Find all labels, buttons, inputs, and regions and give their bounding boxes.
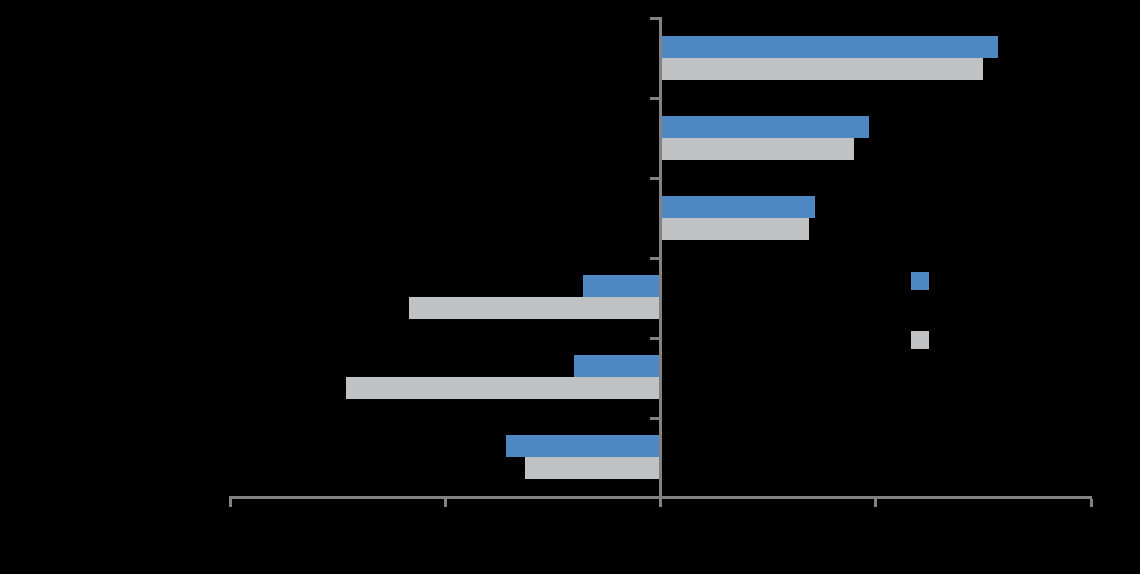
- x-axis-tick: [228, 499, 232, 507]
- legend-swatch-gray: [911, 331, 929, 349]
- y-axis-tick: [650, 337, 659, 340]
- bar-group-5-series-blue: [574, 355, 661, 378]
- legend-swatch-blue: [911, 272, 929, 290]
- bar-group-2-series-blue: [660, 115, 870, 138]
- bar-group-6-series-blue: [505, 435, 661, 458]
- y-axis-tick: [650, 177, 659, 180]
- x-axis-line: [229, 496, 1092, 499]
- x-axis-tick: [1089, 499, 1093, 507]
- bar-group-2-series-gray: [660, 137, 855, 160]
- y-axis-tick: [650, 417, 659, 420]
- bar-group-1-series-blue: [660, 36, 999, 58]
- bar-group-5-series-gray: [346, 377, 661, 400]
- x-axis-tick: [659, 499, 662, 507]
- bar-group-4-series-blue: [583, 275, 661, 298]
- bar-group-1-series-gray: [660, 58, 984, 80]
- y-axis-line: [659, 17, 662, 499]
- x-axis-tick: [874, 499, 878, 507]
- bar-group-3-series-blue: [660, 195, 816, 218]
- bar-group-4-series-gray: [408, 297, 661, 320]
- bar-group-3-series-gray: [660, 217, 810, 240]
- y-axis-tick: [650, 17, 659, 20]
- y-axis-tick: [650, 97, 659, 100]
- x-axis-tick: [443, 499, 447, 507]
- y-axis-tick: [650, 257, 659, 260]
- bar-group-6-series-gray: [524, 457, 661, 480]
